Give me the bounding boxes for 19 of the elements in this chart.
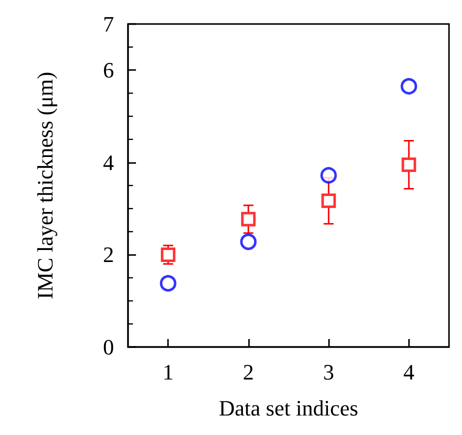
point (320, 167, 337, 184)
point (160, 275, 176, 292)
x-tick-label: 3 (323, 360, 334, 384)
x-tick-label: 2 (242, 360, 254, 384)
x-tick-label: 4 (403, 360, 414, 384)
y-tick-label: 6 (103, 58, 114, 83)
point (402, 157, 416, 172)
point (240, 234, 257, 250)
point (241, 212, 256, 226)
x-tick-label: 1 (162, 360, 174, 384)
y-tick-label: 2 (103, 242, 114, 268)
y-tick-label: 0 (103, 334, 114, 360)
point (321, 193, 336, 208)
point (160, 247, 176, 262)
y-tick-label: 4 (103, 150, 114, 175)
point (400, 78, 418, 95)
x-axis-title: Data set indices (218, 396, 358, 420)
y-axis-title: IMC layer thickness (μm) (32, 72, 58, 300)
y-tick-label: 7 (103, 12, 114, 36)
